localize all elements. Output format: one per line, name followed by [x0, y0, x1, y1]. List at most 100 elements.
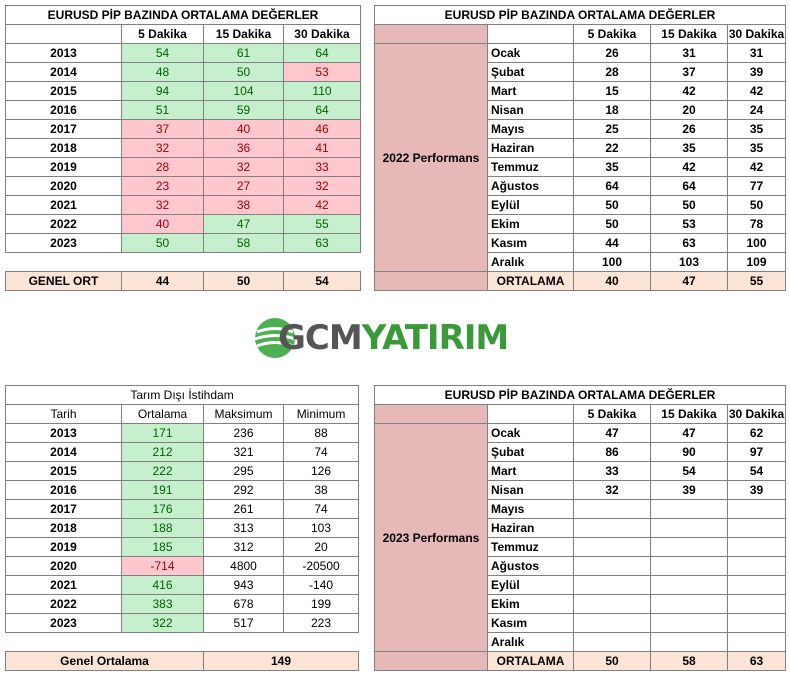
summary-value: 55	[726, 271, 787, 291]
month-label: Şubat	[487, 442, 574, 462]
table-row: 2022 Performans Ocak 26 31 31	[374, 43, 787, 272]
value-cell: 55	[283, 214, 361, 234]
row-label: 2016	[5, 480, 122, 500]
value-cell	[573, 499, 651, 519]
max-cell: 261	[203, 499, 284, 519]
month-label: Mayıs	[487, 499, 574, 519]
value-cell: 39	[726, 480, 787, 500]
summary-value: 47	[650, 271, 728, 291]
table-row: 2021 416 943 -140	[5, 575, 360, 595]
value-cell: 104	[203, 81, 284, 101]
value-cell: 33	[283, 157, 361, 177]
row-label: 2017	[5, 499, 122, 519]
value-cell: 47	[203, 214, 284, 234]
value-cell: 50	[573, 214, 651, 234]
value-cell: 38	[203, 195, 284, 215]
value-cell: 63	[283, 233, 361, 253]
min-cell: 223	[282, 613, 360, 633]
value-cell: 54	[726, 461, 787, 481]
summary-value: 40	[573, 271, 651, 291]
company-logo: GCMYATIRIM	[248, 310, 518, 366]
table-row: Ağustos	[375, 556, 787, 576]
value-cell	[726, 556, 787, 576]
table-row: 2014 48 50 53	[5, 62, 361, 82]
value-cell: 32	[121, 195, 204, 215]
value-cell	[650, 594, 728, 614]
value-cell: 100	[573, 252, 651, 272]
row-label: 2021	[5, 575, 122, 595]
value-cell: 42	[650, 81, 728, 101]
value-cell: 63	[650, 233, 728, 253]
value-cell	[573, 518, 651, 538]
table-row: 2015 222 295 126	[5, 461, 360, 481]
max-cell: 517	[203, 613, 284, 633]
average-cell: -714	[121, 556, 204, 576]
summary-label: ORTALAMA	[487, 651, 574, 671]
value-cell	[726, 632, 787, 652]
table-row: 2023 50 58 63	[5, 233, 361, 253]
header-cell	[5, 24, 122, 44]
min-cell: 88	[282, 423, 360, 443]
value-cell: 27	[203, 176, 284, 196]
month-label: Nisan	[487, 480, 574, 500]
row-label: 2021	[5, 195, 122, 215]
header-cell	[487, 24, 574, 44]
summary-label: Genel Ortalama	[5, 651, 204, 671]
max-cell: 313	[203, 518, 284, 538]
value-cell: 22	[573, 138, 651, 158]
month-label: Ağustos	[487, 176, 574, 196]
value-cell: 100	[726, 233, 787, 253]
value-cell: 31	[650, 43, 728, 63]
header-cell: Ortalama	[121, 404, 204, 424]
value-cell: 32	[573, 480, 651, 500]
month-label: Eylül	[487, 575, 574, 595]
table-title: EURUSD PİP BAZINDA ORTALAMA DEĞERLER	[5, 5, 361, 25]
average-cell: 212	[121, 442, 204, 462]
monthly-2022-table: EURUSD PİP BAZINDA ORTALAMA DEĞERLER 5 D…	[373, 5, 787, 291]
value-cell: 86	[573, 442, 651, 462]
average-cell: 171	[121, 423, 204, 443]
value-cell: 18	[573, 100, 651, 120]
min-cell: 38	[282, 480, 360, 500]
value-cell: 64	[573, 176, 651, 196]
value-cell	[650, 499, 728, 519]
value-cell: 23	[121, 176, 204, 196]
month-label: Ocak	[487, 43, 574, 63]
table-row: Mayıs 25 26 35	[375, 119, 787, 139]
row-label: 2015	[5, 81, 122, 101]
table-row: 2014 212 321 74	[5, 442, 360, 462]
month-label: Kasım	[487, 233, 574, 253]
max-cell: 321	[203, 442, 284, 462]
value-cell: 37	[121, 119, 204, 139]
value-cell: 44	[573, 233, 651, 253]
performance-year-label: 2022 Performans	[374, 43, 488, 272]
table-row: 2013 54 61 64	[5, 43, 361, 63]
value-cell: 42	[726, 157, 787, 177]
table-row: 2016 191 292 38	[5, 480, 360, 500]
table-row: 2018 188 313 103	[5, 518, 360, 538]
value-cell	[650, 518, 728, 538]
value-cell	[573, 537, 651, 557]
value-cell: 39	[650, 480, 728, 500]
header-cell: Maksimum	[203, 404, 284, 424]
table-row: 2023 322 517 223	[5, 613, 360, 633]
table-row: 2022 40 47 55	[5, 214, 361, 234]
max-cell: 312	[203, 537, 284, 557]
table-row: 2023 Performans Ocak 47 47 62	[374, 423, 787, 652]
value-cell: 97	[726, 442, 787, 462]
summary-label: ORTALAMA	[487, 271, 574, 291]
value-cell	[573, 556, 651, 576]
min-cell: 126	[282, 461, 360, 481]
row-label: 2013	[5, 43, 122, 63]
average-cell: 322	[121, 613, 204, 633]
value-cell: 64	[283, 43, 361, 63]
header-cell	[487, 404, 574, 424]
max-cell: 943	[203, 575, 284, 595]
monthly-2023-table: EURUSD PİP BAZINDA ORTALAMA DEĞERLER 5 D…	[373, 385, 787, 671]
value-cell: 35	[726, 119, 787, 139]
value-cell: 41	[283, 138, 361, 158]
value-cell	[650, 632, 728, 652]
min-cell: 74	[282, 499, 360, 519]
value-cell: 47	[650, 423, 728, 443]
row-label: 2022	[5, 214, 122, 234]
